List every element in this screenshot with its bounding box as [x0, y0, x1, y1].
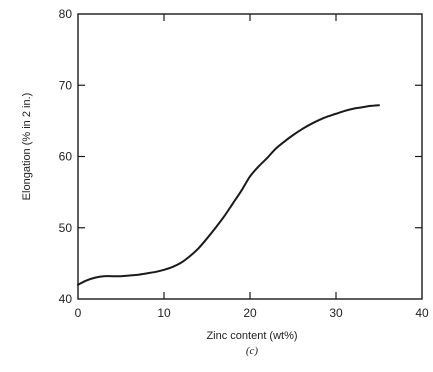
x-tick-label: 10 — [157, 306, 171, 320]
x-tick-label: 30 — [329, 306, 343, 320]
y-tick-label: 40 — [59, 292, 73, 306]
panel-label: (c) — [246, 345, 259, 357]
y-axis-tick-labels: 40 50 60 70 80 — [59, 7, 73, 306]
plot-frame — [77, 13, 423, 300]
x-axis-label: Zinc content (wt%) — [206, 330, 297, 342]
y-axis-label: Elongation (% in 2 in.) — [21, 93, 33, 201]
elongation-curve — [77, 104, 380, 286]
y-tick-label: 60 — [59, 150, 73, 164]
y-axis-ticks — [78, 84, 422, 229]
axes: 0 10 20 30 40 40 50 60 70 80 — [59, 7, 429, 320]
x-tick-label: 0 — [75, 306, 82, 320]
y-tick-label: 70 — [59, 78, 73, 92]
y-tick-label: 50 — [59, 221, 73, 235]
y-tick-label: 80 — [59, 7, 73, 21]
x-axis-tick-labels: 0 10 20 30 40 — [75, 306, 429, 320]
x-tick-label: 40 — [415, 306, 429, 320]
x-axis-ticks — [163, 14, 337, 299]
x-tick-label: 20 — [243, 306, 257, 320]
series-layer — [77, 104, 380, 286]
